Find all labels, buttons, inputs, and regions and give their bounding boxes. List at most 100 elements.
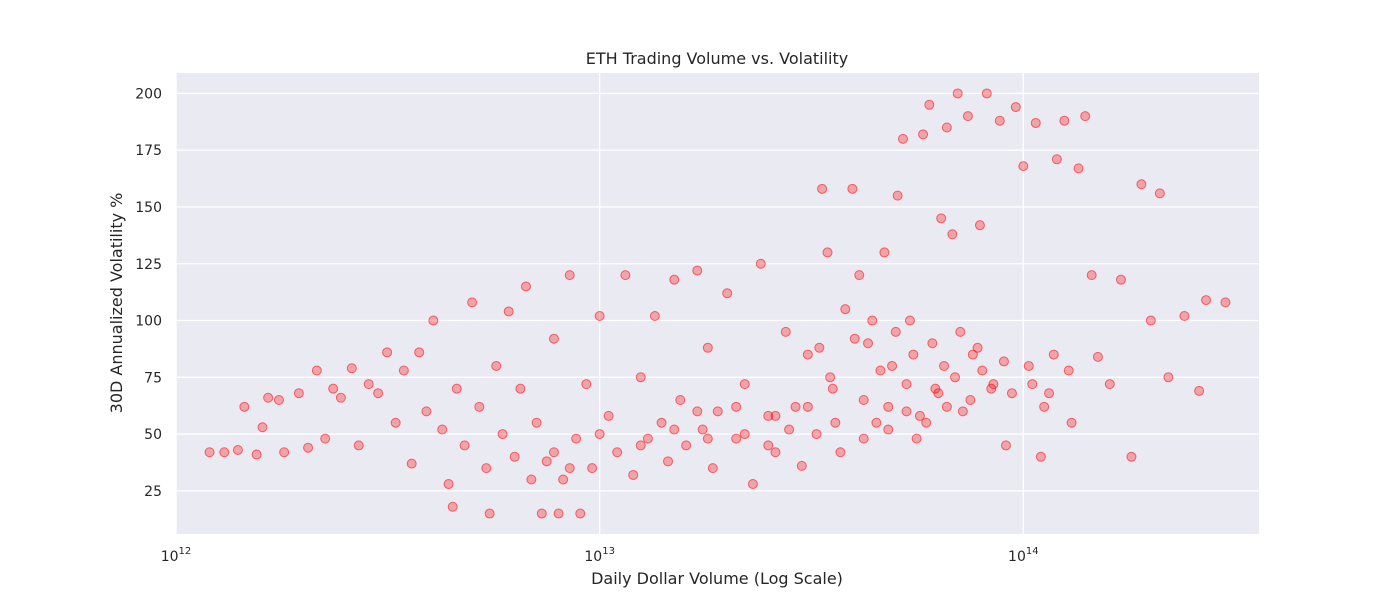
grid-lines [175, 73, 1259, 534]
data-point [575, 508, 586, 519]
data-point [712, 406, 723, 417]
data-point [854, 270, 865, 281]
data-point [962, 111, 973, 122]
data-point [642, 433, 653, 444]
data-point [858, 433, 869, 444]
data-point [382, 347, 393, 358]
data-point [564, 270, 575, 281]
data-point [669, 274, 680, 285]
data-point [921, 417, 932, 428]
chart-title: ETH Trading Volume vs. Volatility [586, 49, 848, 68]
data-point [763, 440, 774, 451]
data-point [739, 429, 750, 440]
data-point [612, 447, 623, 458]
data-point [883, 424, 894, 435]
data-point [548, 333, 559, 344]
data-point [251, 449, 262, 460]
data-point [927, 338, 938, 349]
data-point [867, 315, 878, 326]
data-point [847, 183, 858, 194]
data-point [503, 306, 514, 317]
data-point [994, 115, 1005, 126]
data-point [770, 447, 781, 458]
data-point [509, 451, 520, 462]
data-point [603, 410, 614, 421]
plot-area [176, 73, 1259, 534]
data-point [635, 440, 646, 451]
data-point [974, 220, 985, 231]
data-point [1018, 161, 1029, 172]
data-point [1073, 163, 1084, 174]
data-point [981, 88, 992, 99]
data-point [939, 360, 950, 371]
data-point [731, 433, 742, 444]
data-point [1086, 270, 1097, 281]
data-point [1126, 451, 1137, 462]
data-point [558, 474, 569, 485]
data-point [784, 424, 795, 435]
data-point [950, 372, 961, 383]
data-point [628, 469, 639, 480]
data-point [965, 395, 976, 406]
data-point [635, 372, 646, 383]
data-point [936, 213, 947, 224]
data-point [770, 410, 781, 421]
x-tick-label: 1013 [584, 546, 615, 565]
data-point [1059, 115, 1070, 126]
data-point [1039, 401, 1050, 412]
data-point [796, 460, 807, 471]
data-point [443, 479, 454, 490]
data-point [955, 326, 966, 337]
data-point [335, 392, 346, 403]
data-point [1092, 351, 1103, 362]
x-tick-label: 1012 [161, 546, 192, 565]
data-point [977, 365, 988, 376]
data-point [697, 424, 708, 435]
data-point [373, 388, 384, 399]
data-point [669, 424, 680, 435]
data-point [790, 401, 801, 412]
data-point [656, 417, 667, 428]
data-point [564, 463, 575, 474]
data-point [811, 429, 822, 440]
tick-labels: 25 50 75 100 125 150 175 200 1012 1013 1014 [135, 86, 1038, 565]
data-point [1115, 274, 1126, 285]
data-point [257, 422, 268, 433]
data-point [303, 442, 314, 453]
data-point [1010, 102, 1021, 113]
y-tick-label: 175 [135, 143, 162, 159]
data-point [827, 383, 838, 394]
data-point [947, 229, 958, 240]
data-point [497, 429, 508, 440]
data-point [541, 456, 552, 467]
data-point [526, 474, 537, 485]
data-point [1104, 379, 1115, 390]
data-point [263, 392, 274, 403]
data-point [293, 388, 304, 399]
data-point [1051, 154, 1062, 165]
y-tick-label: 25 [144, 484, 162, 500]
data-point [390, 417, 401, 428]
data-point [675, 395, 686, 406]
data-point [802, 401, 813, 412]
data-point [481, 463, 492, 474]
data-point [421, 406, 432, 417]
data-point [1030, 117, 1041, 128]
data-point [320, 433, 331, 444]
data-point [447, 501, 458, 512]
data-point [692, 406, 703, 417]
data-point [692, 265, 703, 276]
data-point [908, 349, 919, 360]
data-point [731, 401, 742, 412]
data-point [901, 406, 912, 417]
data-points [204, 88, 1231, 519]
data-point [904, 315, 915, 326]
data-point [871, 417, 882, 428]
data-point [328, 383, 339, 394]
data-point [1000, 440, 1011, 451]
data-point [702, 433, 713, 444]
data-point [1006, 388, 1017, 399]
y-tick-label: 150 [135, 200, 162, 216]
data-point [581, 379, 592, 390]
x-tick-label: 1014 [1008, 546, 1039, 565]
